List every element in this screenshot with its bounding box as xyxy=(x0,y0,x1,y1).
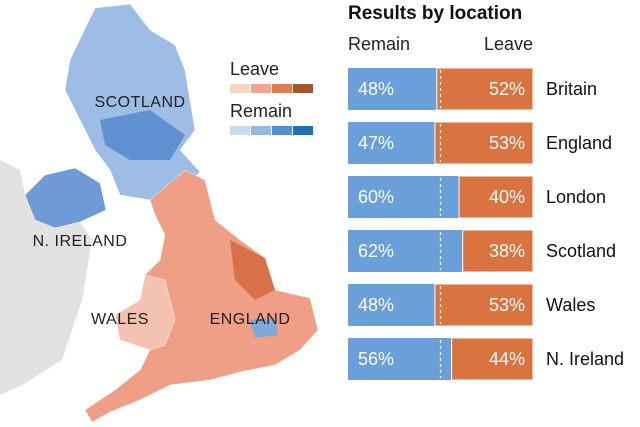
bar xyxy=(348,284,437,326)
value-label: 52% xyxy=(489,79,525,99)
bar xyxy=(348,230,463,272)
region-label: SCOTLAND xyxy=(94,94,185,111)
bar xyxy=(348,338,452,380)
england-east xyxy=(230,240,275,300)
legend-swatch xyxy=(293,126,313,135)
scotland-central xyxy=(100,110,185,160)
bar xyxy=(436,67,534,111)
legend-title: Leave xyxy=(230,59,279,79)
value-label: 48% xyxy=(358,295,394,315)
bar xyxy=(348,68,437,110)
legend-entry: Leave xyxy=(484,34,533,54)
value-label: 53% xyxy=(489,295,525,315)
legend-title: Remain xyxy=(230,101,292,121)
legend-swatch xyxy=(251,84,271,93)
map-labels: SCOTLAND N. IRELAND WALES ENGLAND xyxy=(33,94,291,328)
legend-swatch xyxy=(230,84,250,93)
bar xyxy=(458,175,534,219)
value-label: 62% xyxy=(358,241,394,261)
legend-swatch xyxy=(251,126,271,135)
category-label: Britain xyxy=(546,79,597,99)
bar xyxy=(434,121,534,165)
northern-ireland xyxy=(24,167,107,229)
bar-chart: 48% 52% Britain 47% 53% England 60% 40% London 62… xyxy=(348,67,624,381)
value-label: 47% xyxy=(358,133,394,153)
legend-swatch xyxy=(272,126,292,135)
value-label: 48% xyxy=(358,79,394,99)
legend-swatch xyxy=(293,84,313,93)
bar xyxy=(348,122,435,164)
legend-swatch xyxy=(272,84,292,93)
map-legend: Leave Remain xyxy=(230,59,313,135)
value-label: 53% xyxy=(489,133,525,153)
legend-entry: Remain xyxy=(348,34,410,54)
value-label: 38% xyxy=(489,241,525,261)
london xyxy=(250,318,278,338)
region-label: WALES xyxy=(91,311,149,328)
ireland xyxy=(0,160,92,395)
category-label: London xyxy=(546,187,606,207)
value-label: 60% xyxy=(358,187,394,207)
category-label: Scotland xyxy=(546,241,616,261)
category-label: Wales xyxy=(546,295,595,315)
chart-title: Results by location xyxy=(348,3,522,24)
wales xyxy=(114,274,176,351)
map xyxy=(0,3,319,423)
region-label: N. IRELAND xyxy=(33,233,128,250)
value-label: 40% xyxy=(489,187,525,207)
england xyxy=(84,169,319,423)
bar xyxy=(451,337,534,381)
value-label: 56% xyxy=(358,349,394,369)
region-label: ENGLAND xyxy=(210,311,291,328)
legend-swatch xyxy=(230,126,250,135)
bar xyxy=(462,229,534,273)
category-label: England xyxy=(546,133,612,153)
value-label: 44% xyxy=(489,349,525,369)
bar xyxy=(434,283,534,327)
category-label: N. Ireland xyxy=(546,349,624,369)
